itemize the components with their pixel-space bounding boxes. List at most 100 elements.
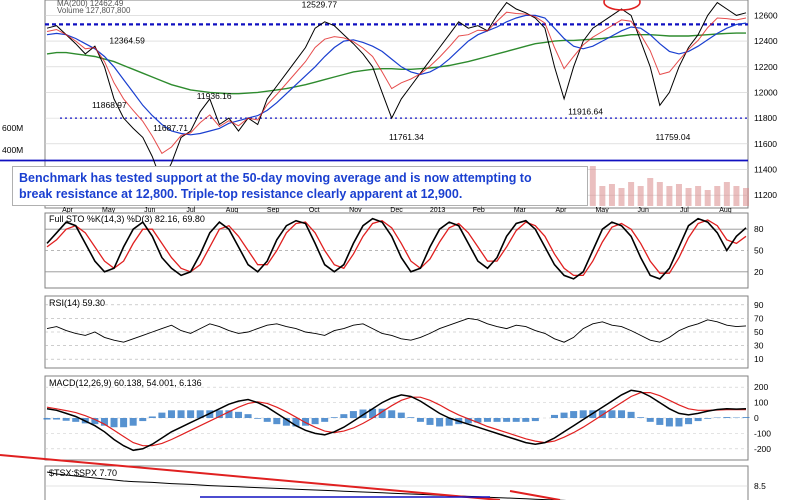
price-label: 11687.71 [153,123,188,133]
volume-bar [599,186,606,206]
macd-histogram-bar [436,418,444,427]
price-label: 11868.97 [92,100,127,110]
volume-bar [675,184,682,206]
macd-histogram-bar [196,410,204,418]
macd-axis: 200 100 0 -100 -200 [754,382,771,454]
annotation-line-1: Benchmark has tested support at the 50-d… [19,171,532,185]
volume-tick: 400M [2,145,23,155]
rsi-tick: 70 [754,313,764,323]
macd-histogram-bar [646,418,654,422]
x-tick: Feb [473,207,485,214]
macd-histogram-bar [483,418,491,422]
macd-histogram-bar [388,410,396,418]
macd-histogram-bar [340,414,348,418]
macd-histogram-bar [330,417,338,418]
x-tick: 2013 [430,207,446,214]
volume-bar [733,186,740,206]
price-y-tick: 12400 [754,36,778,46]
price-y-tick: 12000 [754,87,778,97]
macd-histogram-bar [464,418,472,424]
volume-bar [695,186,702,206]
x-axis: Apr May Jun Jul Aug Sep Oct Nov Dec 2013 Feb Mar Apr… [62,207,732,214]
volume-bar [589,166,596,206]
sto-panel: 80 50 20 Full STO %K(14,3) %D(3) 82.16, 69… [44,212,764,289]
macd-histogram-bar [273,418,281,425]
ratio-panel: 8.5 $TSX:$SPX 7.70 [44,465,766,500]
ma50-line [46,14,747,136]
x-tick: May [595,207,609,214]
macd-histogram-bar [522,418,530,422]
ratio-axis: 8.5 [754,481,766,491]
macd-histogram-bar [167,410,175,418]
macd-histogram-bar [187,410,195,418]
volume-bar [723,182,730,206]
sto-tick: 80 [754,224,764,234]
volume-bar [666,186,673,206]
macd-signal-line [46,392,747,447]
price-y-tick: 11200 [754,190,777,200]
ratio-label: $TSX:$SPX 7.70 [49,468,117,478]
macd-panel: 200 100 0 -100 -200 MACD(12,26,9) 60.138, 54… [43,375,771,461]
macd-histogram-bar [618,410,626,418]
x-tick: May [102,207,116,214]
macd-histogram-bar [656,418,664,425]
macd-histogram-bar [474,418,482,423]
volume-bar [714,186,721,206]
price-label: 11761.34 [389,132,424,142]
volume-axis: 600M 400M [2,123,23,155]
price-y-tick: 11800 [754,113,777,123]
x-tick: Jun [144,207,155,214]
macd-histogram-bar [397,412,405,418]
rsi-label: RSI(14) 59.30 [49,298,105,308]
price-annotations: 12364.59 11868.97 11687.71 11936.16 12529.77… [92,0,691,142]
macd-line [46,389,747,452]
price-label: 12529.77 [302,0,338,10]
macd-histogram-bar [282,418,290,426]
macd-histogram-bar [321,418,329,422]
sto-d-line [46,219,747,277]
macd-histogram-bar [369,408,377,418]
macd-histogram-bar [407,417,415,418]
price-y-axis: 12600 12400 12200 12000 11800 11600 11400 11200 [754,10,778,200]
x-tick: Jul [680,207,689,214]
rsi-tick: 10 [754,354,764,364]
macd-histogram-bar [100,418,108,426]
sto-tick: 20 [754,267,764,277]
x-tick: Mar [514,207,527,214]
macd-histogram-bar [742,417,750,418]
macd-histogram-bar [91,418,99,425]
macd-histogram-bar [254,418,262,419]
macd-histogram-bar [608,410,616,418]
sto-axis: 80 50 20 [754,224,764,277]
macd-tick: -200 [754,444,771,454]
macd-tick: 0 [754,413,759,423]
volume-bar [743,188,749,206]
volume-bar [637,186,644,206]
price-y-tick: 12600 [754,10,778,20]
triple-top-circle [603,0,641,11]
macd-histogram-bar [426,418,434,425]
sto-label: Full STO %K(14,3) %D(3) 82.16, 69.80 [49,214,205,224]
price-y-tick: 12200 [754,62,778,72]
price-label: 11759.04 [656,132,691,142]
macd-histogram-bar [43,418,51,420]
macd-histogram-bar [665,418,673,427]
sto-tick: 50 [754,246,764,256]
macd-histogram-bar [378,408,386,418]
macd-histogram-bar [531,418,539,422]
macd-label: MACD(12,26,9) 60.138, 54.001, 6.136 [49,378,202,388]
ma200-line [46,32,746,95]
macd-histogram-bar [723,417,731,418]
ratio-trendline [0,454,501,500]
x-tick: Jun [638,207,649,214]
macd-histogram-bar [579,410,587,418]
volume-bar [608,184,615,206]
rsi-tick: 30 [754,341,764,351]
ma200-legend: MA(200) 12462.49 [57,0,124,8]
x-tick: Nov [349,207,362,214]
level-lines [0,23,748,162]
x-tick: Apr [556,207,568,214]
x-tick: Dec [390,207,403,214]
ratio-trendline-2 [509,490,561,500]
macd-histogram-bar [560,412,568,418]
